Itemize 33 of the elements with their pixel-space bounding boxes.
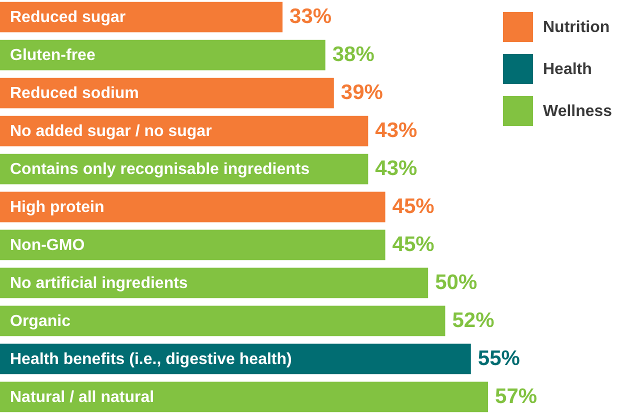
legend-label: Wellness (543, 103, 612, 120)
data-label: 57% (495, 384, 538, 408)
data-label: 55% (478, 346, 520, 370)
y-tick-label: Reduced sodium (10, 85, 139, 102)
data-label: 38% (332, 43, 375, 66)
y-tick-label: Gluten-free (10, 47, 96, 64)
data-label: 45% (392, 232, 435, 256)
y-tick-label: Natural / all natural (10, 388, 154, 406)
data-label: 45% (392, 195, 435, 218)
bar (0, 230, 386, 260)
bar (0, 40, 326, 70)
data-label: 39% (340, 81, 384, 104)
bar (0, 306, 446, 336)
bar (0, 2, 283, 32)
y-tick-label: Non-GMO (10, 236, 85, 254)
data-label: 52% (452, 308, 495, 332)
legend-label: Nutrition (543, 19, 610, 36)
data-label: 50% (435, 270, 478, 294)
y-tick-label: No added sugar / no sugar (10, 123, 212, 140)
data-label: 43% (375, 119, 418, 142)
y-tick-label: Contains only recognisable ingredients (10, 161, 310, 178)
y-tick-label: Health benefits (i.e., digestive health) (10, 350, 292, 368)
y-tick-label: High protein (10, 199, 104, 216)
y-tick-label: No artificial ingredients (10, 274, 188, 292)
bar (0, 268, 428, 298)
bar (0, 192, 386, 222)
y-tick-label: Reduced sugar (10, 9, 126, 26)
y-tick-label: Organic (10, 312, 71, 330)
bar (0, 382, 488, 412)
data-label: 43% (375, 157, 418, 180)
bar (0, 78, 334, 108)
legend-label: Health (543, 61, 592, 78)
data-label: 33% (290, 5, 332, 28)
